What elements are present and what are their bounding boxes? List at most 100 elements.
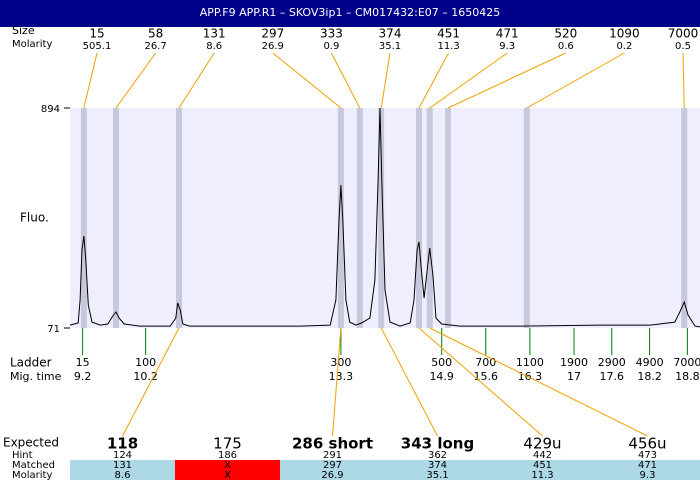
peak-link [682, 52, 685, 109]
hint-size: 124 [113, 450, 132, 461]
peak-band [337, 108, 344, 328]
expected-size: 286 short [292, 435, 373, 453]
matched-size: 471 [638, 460, 657, 471]
matched-molarity: X [224, 470, 231, 480]
ladder-time: 18.8 [675, 370, 700, 383]
peak-band [416, 108, 423, 328]
match-link [418, 327, 543, 437]
ladder-size: 7000 [673, 356, 700, 369]
peak-size: 1090 [609, 27, 640, 41]
peak-band [356, 108, 363, 328]
title-bar [0, 0, 700, 27]
ladder-time: 14.9 [429, 370, 454, 383]
matched-molarity: 9.3 [640, 470, 656, 480]
matched-molarity-row-label: Molarity [12, 470, 52, 480]
expected-size: 429u [523, 435, 561, 453]
expected-size: 118 [107, 435, 138, 453]
match-link [380, 327, 438, 437]
ladder-time: 17 [567, 370, 581, 383]
ladder-time: 15.6 [474, 370, 499, 383]
hint-size: 362 [428, 450, 447, 461]
ladder-size: 1100 [516, 356, 544, 369]
peak-size: 58 [148, 27, 163, 41]
y-tick-label: 894 [41, 104, 60, 115]
trace [69, 107, 700, 328]
matched-band [70, 460, 700, 480]
peak-size: 471 [496, 27, 519, 41]
ladder-time: 18.2 [637, 370, 662, 383]
expected-row-label: Expected [3, 436, 59, 450]
matched-size: 374 [428, 460, 447, 471]
expected-size: 175 [213, 435, 242, 453]
ladder-size: 100 [135, 356, 156, 369]
peak-molarity: 26.7 [144, 41, 166, 52]
ladder-size: 300 [330, 356, 351, 369]
peak-link [272, 52, 342, 109]
molarity-row-label: Molarity [12, 39, 52, 50]
hint-size: 186 [218, 450, 237, 461]
peak-size: 297 [261, 27, 284, 41]
peak-band [426, 108, 433, 328]
matched-size: 451 [533, 460, 552, 471]
size-row-label: Size [12, 24, 35, 37]
ladder-size: 2900 [598, 356, 626, 369]
peak-link [115, 52, 157, 109]
peak-molarity: 26.9 [262, 41, 284, 52]
matched-size: 297 [323, 460, 342, 471]
peak-size: 15 [89, 27, 104, 41]
plot-area [70, 108, 700, 328]
matched-molarity: 26.9 [321, 470, 343, 480]
matched-row-label: Matched [12, 460, 55, 471]
ladder-row-label: Ladder [10, 356, 52, 370]
peak-molarity: 9.3 [499, 41, 515, 52]
peak-size: 520 [554, 27, 577, 41]
match-link [332, 327, 342, 437]
expected-size: 343 long [401, 435, 474, 453]
expected-size: 456u [628, 435, 666, 453]
peak-link [83, 52, 98, 109]
ladder-time: 13.3 [329, 370, 354, 383]
peak-band [112, 108, 119, 328]
match-link [429, 327, 648, 437]
hint-row-label: Hint [12, 450, 33, 461]
peak-link [178, 52, 215, 109]
peak-link [380, 52, 391, 109]
mig-time-row-label: Mig. time [10, 370, 62, 383]
peak-band [445, 108, 451, 328]
ladder-size: 500 [431, 356, 452, 369]
peak-link [418, 52, 450, 109]
ladder-time: 17.6 [600, 370, 625, 383]
missing-cell [175, 460, 280, 480]
peak-size: 451 [437, 27, 460, 41]
y-tick-label: 71 [47, 324, 60, 335]
ladder-size: 700 [475, 356, 496, 369]
peak-molarity: 8.6 [206, 41, 222, 52]
hint-size: 442 [533, 450, 552, 461]
ladder-size: 1900 [560, 356, 588, 369]
peak-size: 333 [320, 27, 343, 41]
peak-molarity: 11.3 [437, 41, 459, 52]
peak-molarity: 505.1 [83, 41, 112, 52]
window-title: APP.F9 APP.R1 – SKOV3ip1 – CM017432:E07 … [200, 6, 501, 19]
match-link [122, 327, 180, 437]
matched-size: 131 [113, 460, 132, 471]
peak-band [175, 108, 182, 328]
matched-molarity: 8.6 [115, 470, 131, 480]
peak-band [80, 108, 87, 328]
peak-band [378, 108, 385, 328]
ladder-size: 15 [76, 356, 90, 369]
peak-molarity: 0.6 [558, 41, 574, 52]
peak-band [523, 108, 530, 328]
peak-link [447, 52, 567, 109]
peak-link [526, 52, 625, 109]
peak-molarity: 35.1 [379, 41, 401, 52]
matched-size: X [224, 460, 231, 471]
ladder-size: 4900 [636, 356, 664, 369]
y-axis-label: Fluo. [20, 211, 49, 225]
peak-molarity: 0.5 [675, 41, 691, 52]
hint-size: 291 [323, 450, 342, 461]
peak-link [330, 52, 361, 109]
hint-size: 473 [638, 450, 657, 461]
